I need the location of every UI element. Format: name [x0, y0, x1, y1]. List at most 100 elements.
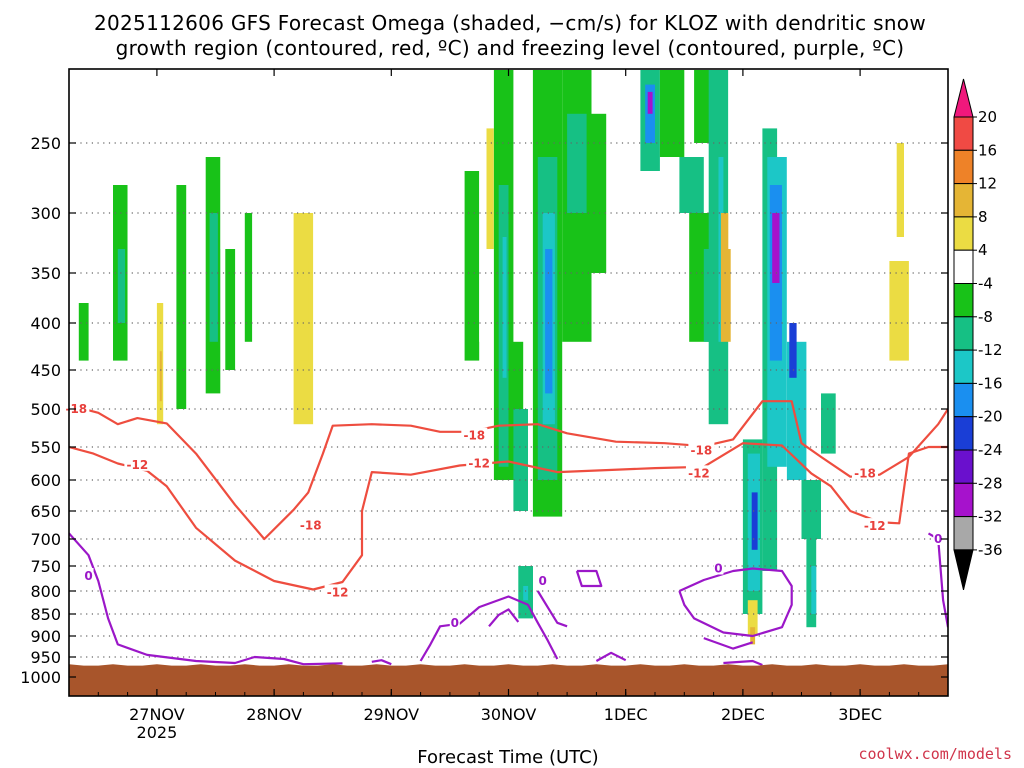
omega-cell [486, 128, 494, 249]
credit-text: coolwx.com/models [858, 745, 1012, 763]
omega-cell [545, 249, 553, 394]
colorbar-swatch [953, 416, 974, 451]
omega-cell [659, 70, 685, 157]
omega-cell [318, 143, 328, 370]
x-axis-title: Forecast Time (UTC) [417, 747, 598, 768]
colorbar-label: -8 [978, 308, 993, 326]
colorbar-label: 12 [978, 175, 997, 193]
omega-cell [513, 409, 528, 511]
dgz-contour-label: -12 [127, 458, 149, 472]
omega-cell [176, 185, 187, 409]
colorbar-swatch [953, 449, 974, 484]
x-tick-label: 1DEC [604, 705, 648, 724]
colorbar-swatch [953, 149, 974, 185]
colorbar-label: 16 [978, 141, 997, 159]
freezing-level-0c-segment [371, 659, 392, 666]
dgz-contour-label: -12 [327, 585, 349, 599]
freezing-level-0c-segment [703, 637, 754, 650]
dgz-contour-label: -18 [300, 519, 322, 533]
colorbar-top-arrow [953, 78, 974, 118]
dgz-contour-label: -18 [463, 429, 485, 443]
freezing-level-0c-segment [536, 590, 568, 628]
omega-cell [703, 249, 714, 342]
omega-cell [196, 157, 206, 283]
freezing-level-0c-segment [575, 569, 603, 588]
x-tick-label: 28NOV [246, 705, 302, 724]
colorbar-label: 20 [978, 108, 997, 126]
omega-cell [225, 249, 236, 370]
omega-cell [244, 213, 253, 342]
colorbar-label: -36 [978, 541, 1003, 559]
colorbar-swatch [953, 349, 974, 384]
colorbar-swatch [953, 216, 974, 251]
dgz-contour-label: -12 [688, 466, 710, 480]
omega-cell [611, 480, 621, 571]
colorbar-swatch [953, 482, 974, 518]
contour-label-bg [466, 455, 493, 470]
omega-cell [896, 143, 904, 237]
y-tick-label: 1000 [20, 668, 61, 687]
omega-cell [728, 70, 743, 249]
omega-cell [464, 171, 480, 361]
colorbar-swatch [953, 249, 974, 284]
dgz-contour-label: -18 [65, 402, 87, 416]
omega-cell [591, 113, 607, 273]
y-tick-label: 950 [30, 648, 61, 667]
freezing-level-0c-line [69, 532, 343, 666]
y-tick-label: 850 [30, 605, 61, 624]
contour-labels: -18 -18 -18 -18 -18 -12 -12 -12 -12 -12 0 0 0 0 0 [63, 401, 944, 630]
contour-label-bg [685, 465, 712, 480]
omega-cell [71, 128, 78, 342]
colorbar-label: 8 [978, 208, 988, 226]
omega-cell [928, 185, 939, 261]
omega-cell [371, 492, 382, 591]
omega-cell [567, 113, 587, 213]
y-tick-label: 600 [30, 471, 61, 490]
y-axis: 250 300 350 400 450 500 550 600 650 700 750 800 850 9… [20, 134, 948, 687]
omega-cell [908, 480, 924, 571]
colorbar-swatch [953, 283, 974, 318]
omega-cell [171, 409, 179, 539]
omega-cell [220, 128, 231, 249]
omega-cell [401, 249, 411, 342]
dgz-contour-label: -12 [864, 519, 886, 533]
y-tick-label: 350 [30, 264, 61, 283]
omega-cell [630, 360, 646, 425]
colorbar-swatch [953, 183, 974, 218]
omega-cell [209, 213, 218, 342]
contour-label-bg [297, 517, 324, 532]
omega-cell [523, 586, 529, 601]
dgz-contour-label: -18 [854, 466, 876, 480]
freezing-level-0c-segment [595, 651, 627, 662]
omega-cell [747, 600, 758, 636]
omega-cell [88, 70, 99, 249]
omega-cell [117, 249, 126, 323]
y-tick-label: 500 [30, 400, 61, 419]
omega-cell [811, 566, 817, 614]
chart-title-line-1: 2025112606 GFS Forecast Omega (shaded, −… [94, 11, 926, 35]
contour-label-bg [861, 518, 888, 533]
x-tick-sublabel: 2025 [137, 723, 178, 742]
colorbar-label: -16 [978, 374, 1003, 392]
omega-cell [889, 261, 909, 361]
freezing-level-label: 0 [714, 562, 722, 576]
y-tick-label: 300 [30, 204, 61, 223]
colorbar-label: -4 [978, 275, 993, 293]
omega-cell [860, 225, 870, 303]
y-tick-label: 900 [30, 627, 61, 646]
dgz-contour-label: -18 [691, 443, 713, 457]
omega-cell [572, 424, 582, 454]
colorbar-label: -12 [978, 341, 1003, 359]
colorbar-label: -20 [978, 408, 1003, 426]
contour-label-bg [851, 465, 878, 480]
y-tick-label: 750 [30, 557, 61, 576]
colorbar-label: -28 [978, 474, 1003, 492]
omega-cell [347, 360, 358, 454]
omega-cell [301, 261, 309, 361]
freezing-level-0c-segment [927, 532, 948, 628]
omega-cell [772, 213, 780, 283]
y-tick-label: 800 [30, 582, 61, 601]
freezing-level-0c-segment [723, 659, 763, 667]
